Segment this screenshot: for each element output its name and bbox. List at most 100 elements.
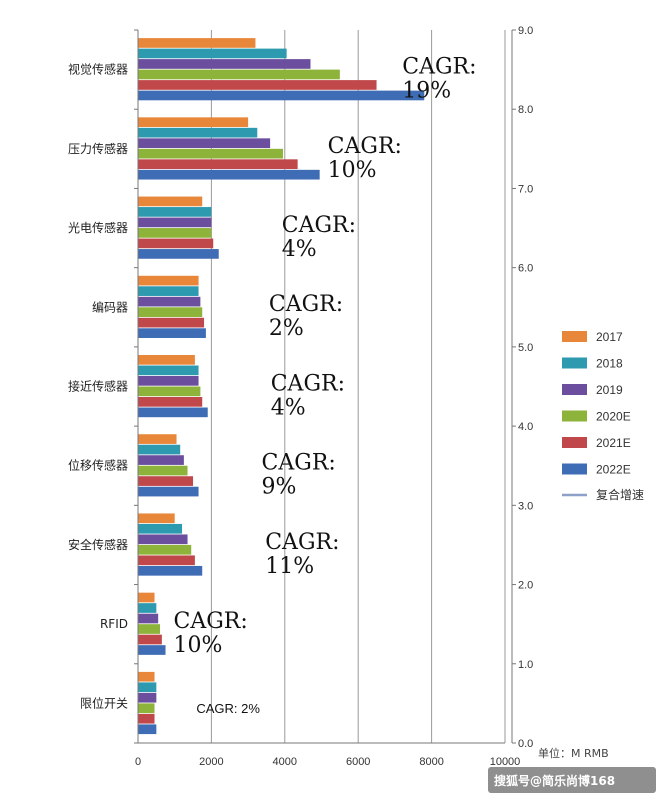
cagr-label: CAGR: — [265, 530, 339, 555]
category-label: 光电传感器 — [68, 220, 128, 235]
cagr-label: 9% — [262, 475, 297, 500]
bar — [138, 407, 208, 418]
cagr-label: CAGR: — [402, 55, 476, 80]
y2-tick-label: 9.0 — [518, 25, 533, 37]
axes: 0 2000 4000 6000 8000 10000 0.0 1.0 2.0 3.0 4.0 5.0… — [134, 25, 533, 768]
bar — [138, 434, 177, 444]
bar — [138, 238, 214, 249]
bar — [138, 386, 201, 397]
y2-tick-label: 6.0 — [518, 263, 533, 275]
cagr-label: CAGR: 2% — [196, 701, 260, 716]
bar — [138, 476, 194, 486]
bar — [138, 228, 212, 238]
cagr-annotations: CAGR:19%CAGR:10%CAGR:4%CAGR:2%CAGR:4%CAG… — [174, 55, 477, 716]
cagr-label: CAGR: — [328, 134, 402, 159]
y2-tick-label: 1.0 — [518, 659, 533, 671]
x-tick-label: 0 — [135, 756, 141, 768]
bar — [138, 444, 181, 455]
bar — [138, 671, 155, 682]
legend-swatch — [562, 437, 587, 448]
bar — [138, 624, 161, 634]
x-tick-label: 4000 — [273, 756, 297, 768]
bar — [138, 523, 183, 534]
bar — [138, 724, 157, 735]
cagr-label: 10% — [174, 633, 223, 658]
cagr-label: CAGR: — [271, 371, 345, 396]
y2-tick-label: 7.0 — [518, 183, 533, 195]
bar — [138, 249, 219, 259]
bar — [138, 59, 311, 69]
bar — [138, 592, 155, 603]
y2-tick-label: 3.0 — [518, 500, 533, 512]
category-label: 接近传感器 — [68, 379, 128, 394]
cagr-label: 19% — [402, 79, 451, 104]
y2-tick-label: 4.0 — [518, 421, 533, 433]
bar — [138, 544, 192, 555]
bar — [138, 645, 166, 655]
legend-label: 复合增速 — [596, 487, 644, 502]
x-tick-label: 6000 — [346, 756, 370, 768]
bar — [138, 38, 256, 48]
bar — [138, 80, 377, 90]
bar — [138, 159, 298, 170]
x-tick-label: 10000 — [490, 756, 521, 768]
bar — [138, 127, 258, 138]
y2-tick-label: 0.0 — [518, 738, 533, 750]
category-label: 位移传感器 — [68, 458, 128, 473]
legend: 2017 2018 2019 2020E 2021E 2022E 复合增速 — [562, 330, 644, 502]
cagr-label: CAGR: — [262, 451, 336, 476]
bar — [138, 613, 159, 624]
bar — [138, 196, 203, 207]
cagr-label: 2% — [269, 316, 304, 341]
bar — [138, 455, 184, 465]
bar — [138, 90, 425, 101]
bar — [138, 275, 199, 286]
bar — [138, 69, 340, 80]
x-tick-label: 8000 — [419, 756, 443, 768]
bar — [138, 397, 203, 407]
category-label: RFID — [100, 617, 128, 631]
bar — [138, 555, 195, 566]
unit-label: 单位：M RMB — [538, 746, 609, 760]
bar — [138, 355, 195, 365]
legend-label: 2020E — [596, 410, 631, 424]
y2-tick-label: 5.0 — [518, 342, 533, 354]
grid-lines — [210, 30, 506, 743]
legend-label: 2021E — [596, 436, 631, 450]
bar — [138, 692, 157, 703]
watermark-text: 搜狐号@简乐尚博168 — [494, 773, 615, 788]
legend-swatch — [562, 410, 587, 422]
legend-swatch — [562, 331, 587, 342]
bar — [138, 465, 188, 476]
cagr-label: CAGR: — [174, 609, 248, 634]
y2-tick-label: 2.0 — [518, 580, 533, 592]
category-label: 压力传感器 — [68, 141, 128, 156]
legend-label: 2017 — [596, 330, 623, 344]
bar — [138, 603, 157, 613]
category-label: 限位开关 — [80, 695, 128, 710]
legend-swatch — [562, 357, 587, 369]
bar — [138, 48, 287, 59]
bar — [138, 634, 162, 645]
bars — [138, 38, 425, 735]
cagr-label: 10% — [328, 158, 377, 183]
bar — [138, 565, 203, 576]
bar — [138, 217, 212, 228]
bar — [138, 365, 199, 376]
bar — [138, 169, 320, 180]
legend-label: 2019 — [596, 383, 623, 397]
bar — [138, 534, 188, 545]
bar — [138, 713, 155, 724]
bar — [138, 513, 175, 524]
y2-tick-label: 8.0 — [518, 104, 533, 116]
cagr-label: 11% — [265, 554, 314, 579]
bar — [138, 117, 249, 128]
bar — [138, 307, 203, 317]
bar — [138, 148, 283, 159]
bar — [138, 682, 157, 693]
bar — [138, 138, 271, 149]
cagr-label: 4% — [271, 395, 306, 420]
cagr-label: 4% — [282, 237, 317, 262]
